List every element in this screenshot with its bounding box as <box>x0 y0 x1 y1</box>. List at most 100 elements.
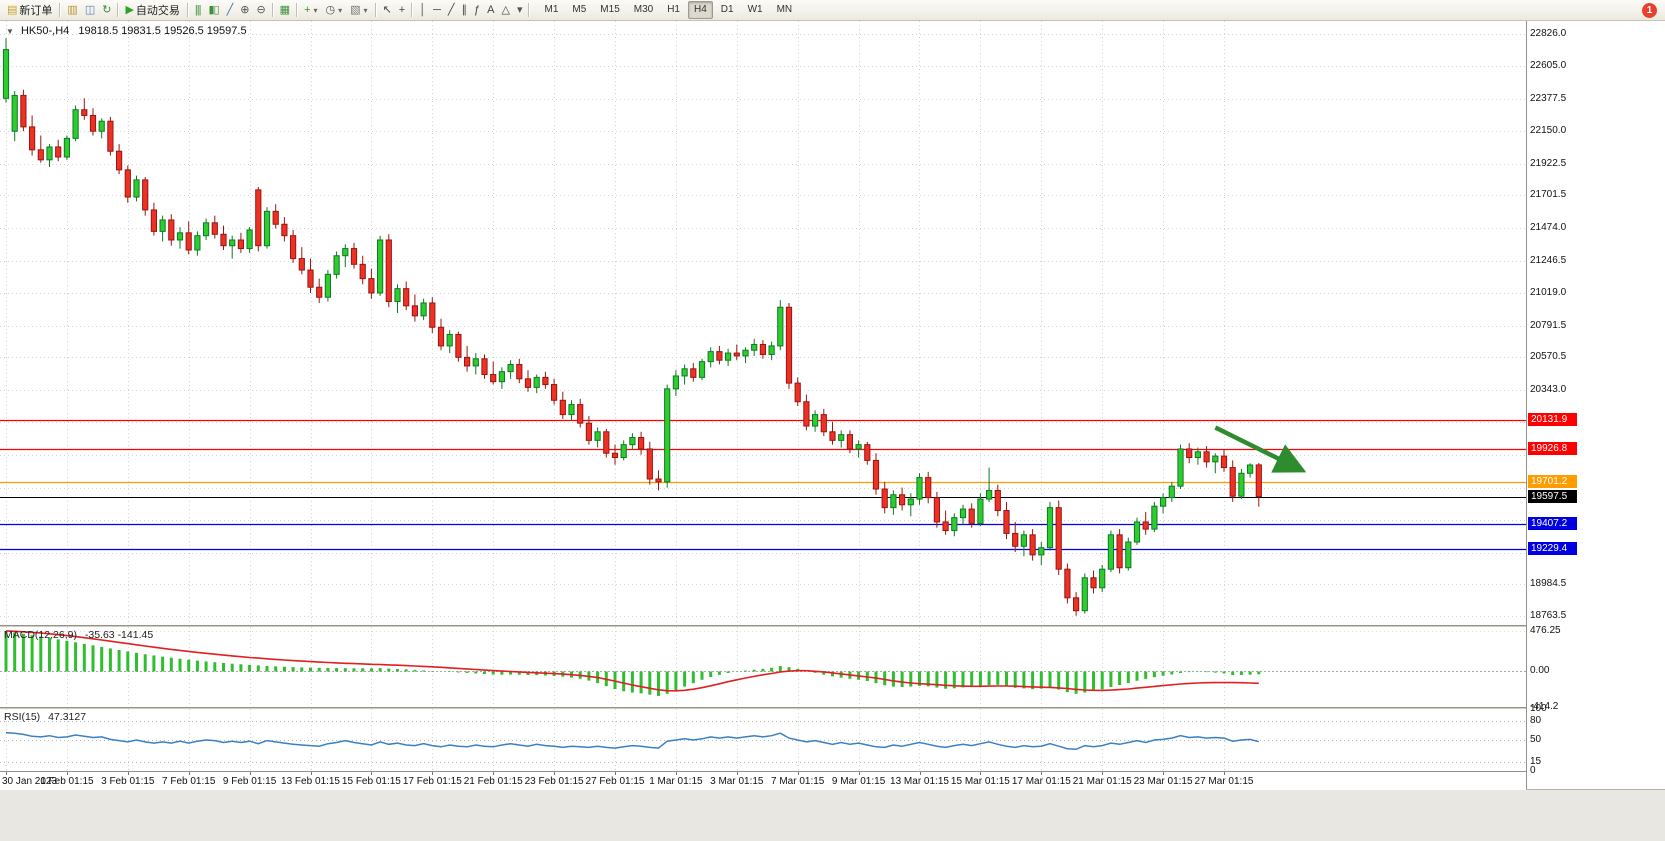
candle-body <box>1220 455 1228 469</box>
timeframe-m1[interactable]: M1 <box>544 4 559 15</box>
price-axis-label: 22826.0 <box>1530 28 1567 40</box>
candle-body <box>72 109 79 139</box>
macd-panel-canvas[interactable] <box>0 627 1526 707</box>
price-level-badge: 19926.8 <box>1528 442 1577 456</box>
candle-body <box>977 498 984 524</box>
timeframe-h1[interactable]: H1 <box>667 4 680 15</box>
candle-body <box>829 431 836 441</box>
trend-arrow-annotation[interactable] <box>1214 425 1307 473</box>
timeframe-m5[interactable]: M5 <box>572 4 587 15</box>
time-axis-tick <box>1163 772 1165 775</box>
auto-trading-button-icon: ▶ <box>125 3 134 16</box>
auto-trading-button[interactable]: ▶ 自动交易 <box>121 1 183 20</box>
candle-body <box>864 444 871 461</box>
candle-body <box>507 364 514 373</box>
price-chart-canvas[interactable] <box>0 21 1526 625</box>
candle-body <box>1186 448 1193 459</box>
candle-body <box>481 358 488 376</box>
new-order-button-icon: ▤ <box>7 3 17 16</box>
candle-body <box>324 273 331 298</box>
candle-body <box>411 305 418 317</box>
time-axis-label: 13 Feb 01:15 <box>281 776 340 787</box>
cursor-icon[interactable]: ↖ <box>379 1 395 20</box>
rsi-panel-canvas[interactable] <box>0 709 1526 771</box>
candle-body <box>246 229 253 250</box>
period-clock-icon[interactable]: ◷ ▾ <box>322 1 347 20</box>
candle-body <box>359 263 366 280</box>
bar-chart-icon[interactable]: ||| <box>191 1 205 20</box>
shapes-dropdown[interactable]: ▾ <box>513 1 526 20</box>
timeframe-h4[interactable]: H4 <box>688 1 713 19</box>
channel-icon[interactable]: ∥ <box>458 1 471 20</box>
candle-body <box>742 349 749 357</box>
market-watch-icon[interactable]: ▥ <box>63 1 80 20</box>
new-order-button[interactable]: ▤ 新订单 <box>3 1 56 20</box>
candle-body <box>1116 534 1123 569</box>
refresh-icon[interactable]: ↻ <box>98 1 114 20</box>
time-axis-label: 21 Mar 01:15 <box>1072 776 1132 787</box>
time-axis-label: 27 Mar 01:15 <box>1194 776 1254 787</box>
candle-body <box>551 384 558 401</box>
price-axis: 22826.0 22605.0 22377.5 22150.0 21922.5 21701… <box>1526 21 1579 789</box>
timeframe-mn[interactable]: MN <box>776 4 793 15</box>
candle-body <box>994 489 1001 511</box>
candle-body <box>803 401 810 427</box>
trendline-icon[interactable]: ╱ <box>444 1 458 20</box>
candle-body <box>37 149 44 161</box>
toolbar-separator <box>186 3 188 17</box>
candle-body <box>368 278 375 294</box>
candle-body <box>698 361 706 378</box>
price-axis-label: 21701.5 <box>1530 189 1567 201</box>
data-window-icon[interactable]: ◫ <box>81 1 98 20</box>
candle-body <box>603 431 610 454</box>
line-chart-icon[interactable]: ╱ <box>223 1 237 20</box>
candlestick-chart-icon[interactable]: ▮▯ <box>204 1 222 20</box>
candle-body <box>664 388 671 483</box>
candle-body <box>281 223 288 237</box>
period-clock-icon-dropdown[interactable]: ▾ <box>338 5 343 15</box>
toolbar-separator <box>528 3 530 17</box>
horizontal-line-icon[interactable]: ─ <box>429 1 444 20</box>
timeframe-m15[interactable]: M15 <box>600 4 620 15</box>
vertical-line-icon: │ <box>419 3 426 16</box>
text-icon[interactable]: A <box>483 1 497 20</box>
candle-body <box>1099 568 1106 589</box>
indicators-icon-dropdown[interactable]: ▾ <box>313 5 318 15</box>
candle-body <box>194 235 201 251</box>
candle-body <box>690 368 697 378</box>
templates-icon-dropdown[interactable]: ▾ <box>363 5 368 15</box>
candle-body <box>220 233 227 247</box>
candle-body <box>942 521 949 532</box>
indicators-icon[interactable]: + ▾ <box>300 1 321 20</box>
arrow-tool-icon[interactable]: △ <box>497 1 512 20</box>
panel-divider[interactable] <box>0 707 1578 709</box>
templates-icon[interactable]: ▧ ▾ <box>346 1 371 20</box>
vertical-line-icon[interactable]: │ <box>415 1 429 20</box>
collapse-arrow-icon[interactable]: ▼ <box>6 27 14 36</box>
crosshair-icon[interactable]: + <box>395 1 408 20</box>
timeframe-m30[interactable]: M30 <box>633 4 654 15</box>
candle-body <box>1151 505 1158 530</box>
price-level-badge: 19597.5 <box>1528 489 1577 503</box>
candle-body <box>751 343 758 351</box>
candle-body <box>403 288 410 307</box>
tile-windows-icon: ▦ <box>279 3 290 16</box>
fibonacci-icon[interactable]: ƒ <box>470 1 483 20</box>
candle-body <box>1012 532 1019 547</box>
candle-body <box>464 356 471 367</box>
chart-window: 30 Jan 2023 1 Feb 01:15 3 Feb 01:15 7 Feb 0… <box>0 21 1579 790</box>
timeframe-d1[interactable]: D1 <box>720 4 734 15</box>
candle-body <box>855 444 862 450</box>
tile-windows-icon[interactable]: ▦ <box>276 1 293 20</box>
price-axis-label: 22377.5 <box>1530 92 1567 104</box>
notification-badge[interactable]: 1 <box>1642 3 1657 18</box>
zoom-out-icon[interactable]: ⊖ <box>252 1 268 20</box>
candle-body <box>925 477 932 499</box>
candle-body <box>568 404 575 416</box>
time-axis-label: 7 Mar 01:15 <box>771 776 825 787</box>
macd-axis-label: 476.25 <box>1530 624 1561 636</box>
timeframe-w1[interactable]: W1 <box>747 4 763 15</box>
panel-divider[interactable] <box>0 625 1578 627</box>
candle-body <box>890 494 897 509</box>
zoom-in-icon[interactable]: ⊕ <box>236 1 252 20</box>
